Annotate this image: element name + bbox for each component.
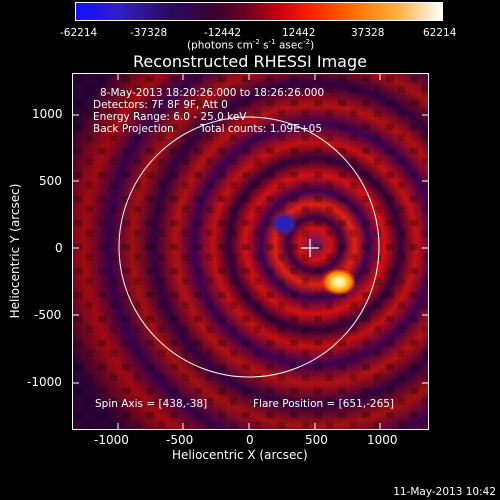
colorbar-units: (photons cm-2 s-1 asec-2) bbox=[187, 38, 315, 52]
colorbar-tick: 12442 bbox=[282, 27, 316, 39]
plot-title: Reconstructed RHESSI Image bbox=[133, 52, 367, 71]
method: Back Projection bbox=[93, 123, 174, 135]
y-axis-title: Heliocentric Y (arcsec) bbox=[8, 183, 22, 319]
x-tick-label: 0 bbox=[246, 433, 254, 447]
spin-axis-label: Spin Axis = [438,-38] bbox=[95, 398, 208, 410]
colorbar-tick: -12442 bbox=[204, 27, 242, 39]
y-tick-label: 0 bbox=[55, 241, 63, 255]
timestamp: 11-May-2013 10:42 bbox=[393, 486, 496, 498]
y-tick-label: -1000 bbox=[27, 375, 62, 389]
flare-position-label: Flare Position = [651,-265] bbox=[253, 398, 395, 410]
energy-range: Energy Range: 6.0 - 25.0 keV bbox=[93, 111, 247, 123]
colorbar-tick: 62214 bbox=[423, 27, 457, 39]
y-tick-label: 500 bbox=[39, 174, 62, 188]
colorbar-tick: -37328 bbox=[130, 27, 168, 39]
y-tick-label: 1000 bbox=[32, 107, 63, 121]
rhessi-image-plot bbox=[72, 73, 429, 430]
colorbar-tick: 37328 bbox=[351, 27, 385, 39]
bright-source bbox=[321, 268, 357, 296]
x-tick-label: -500 bbox=[166, 433, 194, 447]
time-range: 8-May-2013 18:20:26.000 to 18:26:26.000 bbox=[100, 87, 325, 99]
colorbar-tick: -62214 bbox=[60, 27, 98, 39]
x-axis-ticks bbox=[117, 73, 381, 430]
x-tick-label: 500 bbox=[305, 433, 328, 447]
x-tick-label: 1000 bbox=[367, 433, 398, 447]
solar-limb-circle bbox=[118, 116, 380, 378]
negative-source bbox=[270, 212, 298, 236]
x-axis-title: Heliocentric X (arcsec) bbox=[172, 448, 308, 462]
colorbar bbox=[75, 2, 443, 21]
total-counts: Total counts: 1.09E+05 bbox=[200, 123, 323, 135]
spin-axis-marker bbox=[301, 239, 319, 257]
y-tick-label: -500 bbox=[34, 308, 62, 322]
y-axis-ticks bbox=[72, 114, 429, 384]
x-tick-label: -1000 bbox=[94, 433, 129, 447]
detectors: Detectors: 7F 8F 9F, Att 0 bbox=[93, 99, 228, 111]
